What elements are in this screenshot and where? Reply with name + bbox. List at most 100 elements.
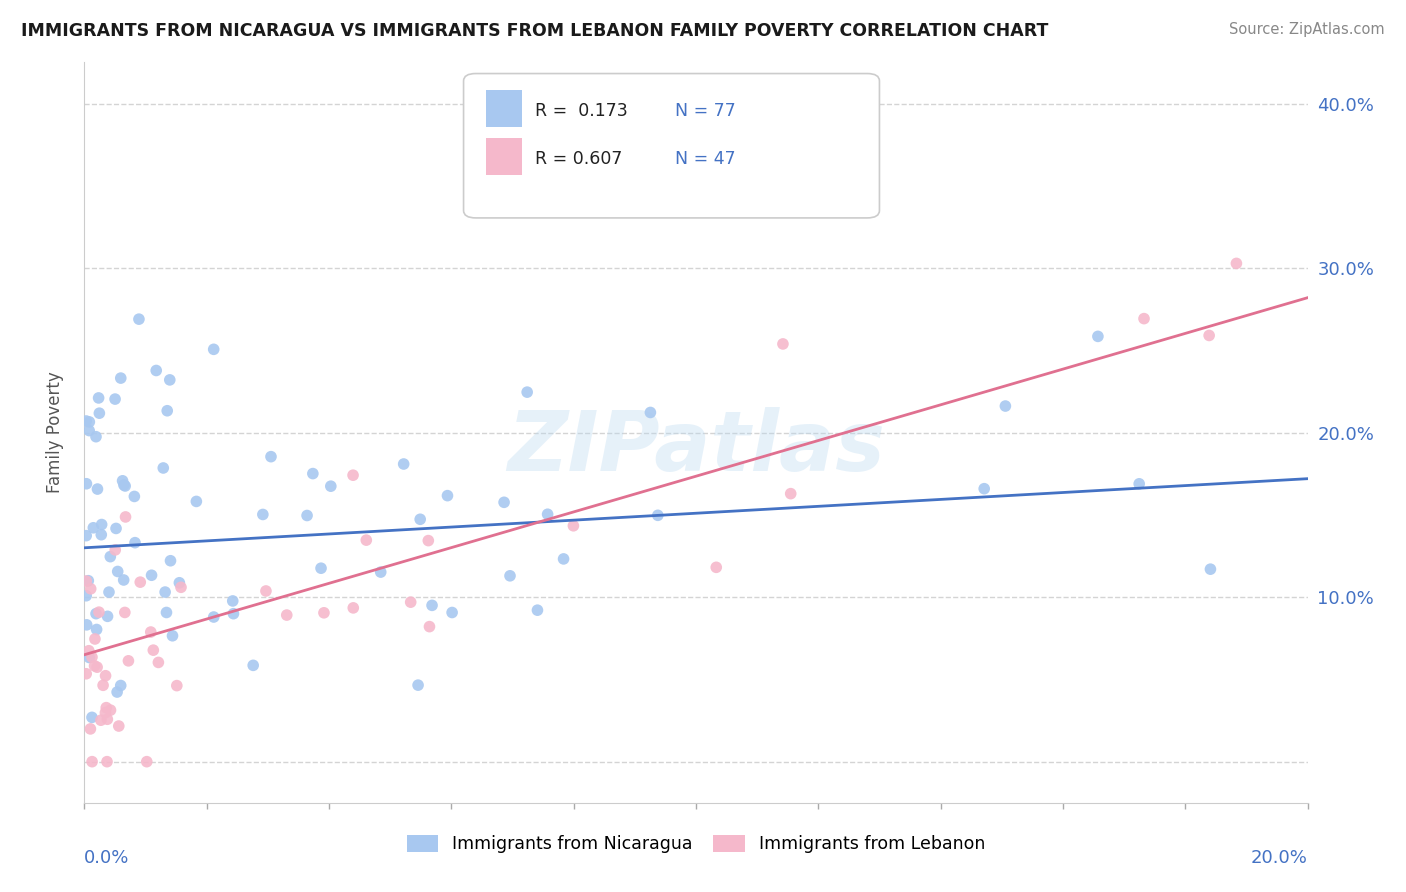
Point (145, 363, 167, 377)
Point (82, 521, 104, 535)
Point (110, 371, 132, 385)
Point (302, 467, 325, 481)
Point (86, 660, 108, 674)
Point (75, 529, 97, 543)
Point (90, 527, 112, 541)
Point (370, 565, 392, 579)
Point (418, 533, 440, 548)
Point (562, 518, 585, 533)
Point (75, 589, 97, 603)
Point (166, 679, 188, 693)
Point (772, 337, 794, 351)
Point (84, 632, 107, 646)
Point (169, 575, 191, 590)
Point (98, 549, 121, 564)
Point (79, 722, 101, 736)
Point (342, 600, 364, 615)
Point (75, 476, 97, 491)
Point (260, 450, 283, 464)
Point (186, 494, 208, 508)
Point (80, 650, 103, 665)
Point (309, 561, 332, 575)
Point (159, 554, 181, 568)
Point (87, 391, 110, 405)
Point (356, 533, 378, 548)
Point (77, 650, 100, 665)
Point (1128, 476, 1150, 491)
Point (499, 569, 522, 583)
Text: ZIPatlas: ZIPatlas (508, 407, 884, 488)
Text: IMMIGRANTS FROM NICARAGUA VS IMMIGRANTS FROM LEBANON FAMILY POVERTY CORRELATION : IMMIGRANTS FROM NICARAGUA VS IMMIGRANTS … (21, 22, 1049, 40)
Point (159, 373, 181, 387)
Legend: Immigrants from Nicaragua, Immigrants from Lebanon: Immigrants from Nicaragua, Immigrants fr… (406, 835, 986, 854)
Point (647, 508, 669, 523)
Point (94, 669, 117, 683)
Point (98, 585, 121, 599)
Point (84, 607, 107, 621)
FancyBboxPatch shape (485, 138, 522, 175)
Point (96, 609, 118, 624)
Point (1225, 256, 1247, 270)
Point (141, 568, 163, 582)
Point (96, 755, 118, 769)
Point (80, 582, 103, 596)
Point (202, 343, 225, 357)
Point (148, 656, 170, 670)
Text: R = 0.607: R = 0.607 (534, 150, 621, 168)
Point (312, 606, 335, 620)
Text: 0.0%: 0.0% (84, 849, 129, 867)
Point (100, 703, 122, 717)
Point (75, 666, 97, 681)
Text: Source: ZipAtlas.com: Source: ZipAtlas.com (1229, 22, 1385, 37)
Point (156, 403, 179, 417)
Point (104, 542, 127, 557)
Point (104, 392, 127, 406)
Point (139, 625, 162, 640)
Point (89, 406, 111, 420)
Point (1199, 562, 1222, 576)
Point (112, 478, 135, 492)
Point (80, 755, 103, 769)
Point (406, 678, 429, 692)
Point (252, 508, 274, 522)
Point (640, 405, 662, 419)
Point (105, 521, 128, 535)
Point (76, 617, 98, 632)
Point (162, 629, 184, 643)
Point (276, 608, 298, 623)
Point (1198, 328, 1220, 343)
Point (342, 468, 364, 483)
Point (79, 415, 101, 429)
Point (114, 479, 136, 493)
Point (409, 512, 432, 526)
Point (75, 574, 97, 588)
Point (153, 585, 176, 599)
Point (392, 457, 415, 471)
Point (436, 489, 458, 503)
Point (112, 573, 135, 587)
Point (128, 312, 150, 326)
Point (96, 700, 118, 714)
Point (94, 706, 117, 720)
FancyBboxPatch shape (464, 73, 880, 218)
Point (155, 606, 177, 620)
Point (117, 654, 139, 668)
Point (111, 474, 134, 488)
Point (87, 605, 110, 619)
Point (105, 685, 128, 699)
Point (75, 414, 97, 428)
Point (77, 424, 100, 438)
Point (222, 594, 245, 608)
Point (90, 517, 112, 532)
Point (973, 482, 995, 496)
Point (96, 712, 118, 726)
Point (222, 607, 245, 621)
Point (994, 399, 1017, 413)
Point (114, 510, 136, 524)
Point (399, 595, 422, 609)
Text: R =  0.173: R = 0.173 (534, 102, 627, 120)
Y-axis label: Family Poverty: Family Poverty (45, 372, 63, 493)
Point (420, 599, 443, 613)
Point (704, 560, 727, 574)
Point (295, 508, 318, 523)
